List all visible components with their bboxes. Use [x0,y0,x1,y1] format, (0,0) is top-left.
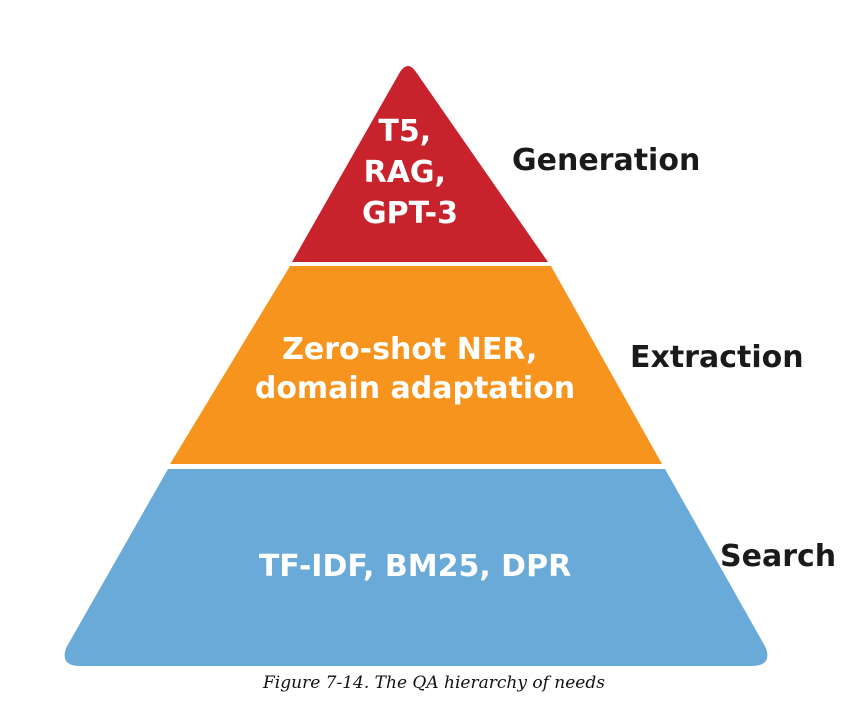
tier-generation-line-2: RAG, [364,155,446,190]
tier-search-shape [64,469,768,666]
svg-text:Zero-shot NER, domain ad: Zero-shot NER, domain adaptation [255,332,575,406]
tier-extraction-line-2: domain adaptation [255,371,575,406]
tier-extraction: Zero-shot NER, domain adaptation Extract… [170,266,804,464]
label-generation: Generation [512,143,700,178]
tier-search: TF-IDF, BM25, DPR Search [64,469,836,666]
tier-generation-line-1: T5, [378,114,431,149]
tier-generation-line-3: GPT-3 [362,196,458,231]
tier-generation-shape [292,66,548,262]
svg-text:T5, RAG, GPT-3: T5, RAG, GPT-3 [362,114,458,231]
tier-search-line-1: TF-IDF, BM25, DPR [259,549,571,584]
svg-text:TF-IDF, BM25, DPR: TF-IDF, BM25, DPR [259,549,571,584]
tier-extraction-shape [170,266,662,464]
tier-generation: T5, RAG, GPT-3 Generation [292,66,700,262]
tier-extraction-line-1: Zero-shot NER, [282,332,537,367]
label-search: Search [720,539,836,574]
label-extraction: Extraction [630,340,804,375]
figure-caption: Figure 7-14. The QA hierarchy of needs [263,673,605,693]
